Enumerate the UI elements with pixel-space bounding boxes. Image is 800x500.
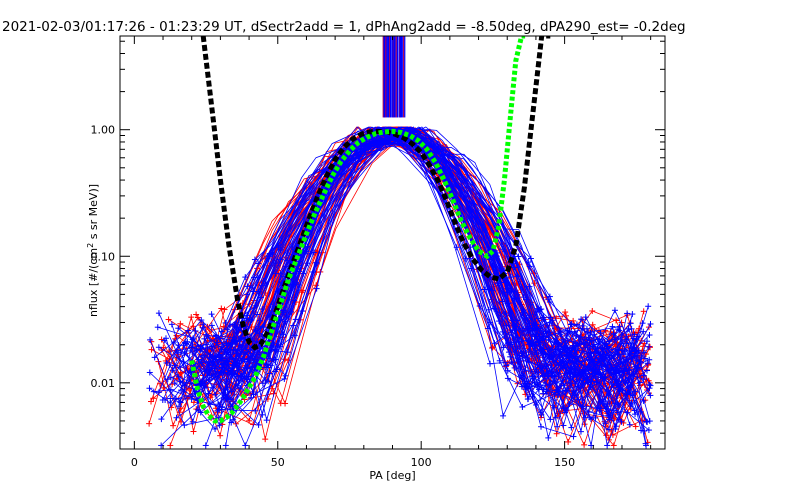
vertical-band: [382, 36, 406, 118]
trace-blue-32: [221, 126, 636, 392]
trace-blue-30: [211, 134, 625, 446]
trace-blue-50: [209, 129, 633, 386]
x-tick-label: 0: [131, 456, 138, 469]
x-tick-label: 150: [554, 456, 575, 469]
trace-markers-blue-73: [164, 255, 650, 426]
trace-markers-blue-74: [184, 288, 641, 371]
chart-title: 2021-02-03/01:17:26 - 01:23:29 UT, dSect…: [2, 19, 686, 35]
x-axis-label: PA [deg]: [369, 469, 415, 482]
trace-markers-blue-71: [146, 244, 623, 435]
trace-blue-73: [167, 143, 647, 424]
x-tick-label: 50: [271, 456, 285, 469]
fit-layer: [189, 36, 551, 424]
y-axis-label: nflux [#/(cm2 s sr MeV)]: [86, 184, 100, 317]
trace-blue-69: [191, 126, 630, 401]
trace-blue-70: [154, 131, 635, 410]
x-tick-label: 100: [411, 456, 432, 469]
y-tick-label: 0.10: [91, 250, 116, 263]
trace-markers-blue-52: [155, 270, 651, 395]
fit-curve-black: [200, 36, 551, 351]
y-tick-label: 0.01: [91, 377, 116, 390]
trace-blue-41: [176, 126, 643, 414]
fit-curve-green: [189, 36, 528, 424]
y-tick-label: 1.00: [91, 124, 116, 137]
trace-markers-blue-31: [147, 263, 648, 434]
trace-blue-44: [173, 134, 642, 421]
axes: 0 50 100 150 0.01 0.10 1.00: [91, 36, 665, 469]
trace-markers-blue-58: [176, 253, 636, 410]
